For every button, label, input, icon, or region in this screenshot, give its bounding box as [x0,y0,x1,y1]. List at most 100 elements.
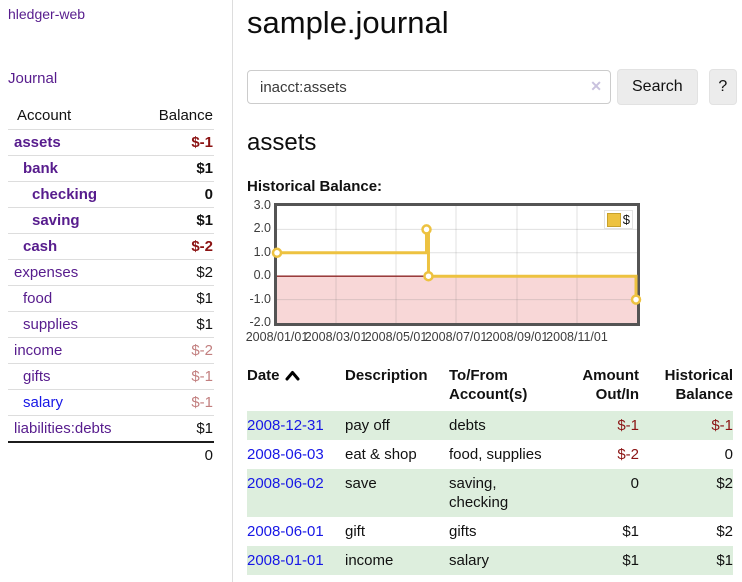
account-heading: assets [247,129,317,156]
transaction-accounts: saving, checking [449,475,509,511]
transaction-balance: $2 [716,475,733,492]
account-link[interactable]: income [14,342,63,359]
register-row: 2008-01-01 income salary $1 $1 [247,546,733,575]
account-row: saving $1 [8,207,214,234]
account-balance: $-2 [191,238,213,255]
app-brand-link[interactable]: hledger-web [8,6,86,22]
register-row: 2008-06-03 eat & shop food, supplies $-2… [247,440,733,469]
transaction-accounts: debts [449,417,486,434]
account-link[interactable]: checking [32,186,98,203]
account-link[interactable]: supplies [23,316,79,333]
register-row: 2008-12-31 pay off debts $-1 $-1 [247,411,733,440]
transaction-description: income [345,552,394,569]
register-row: 2008-06-01 gift gifts $1 $2 [247,517,733,546]
account-balance: $1 [196,160,213,177]
transaction-amount: $1 [622,523,639,540]
transaction-balance: $1 [716,552,733,569]
transaction-description: gift [345,523,366,540]
register-header-description: Description [345,367,428,384]
transaction-date-link[interactable]: 2008-06-02 [247,475,324,492]
y-axis-tick-label: 1.0 [253,244,271,259]
transaction-date-link[interactable]: 2008-06-01 [247,523,324,540]
account-balance: $2 [196,264,213,281]
transaction-balance: $-1 [711,417,733,434]
accounts-total-balance: 0 [204,447,213,464]
transaction-accounts: food, supplies [449,446,542,463]
transaction-balance: $2 [716,523,733,540]
x-axis-tick-label: 2008/07/01 [424,330,488,344]
y-axis-tick-label: -2.0 [249,315,271,329]
transaction-description: eat & shop [345,446,417,463]
account-row: cash $-2 [8,233,214,260]
account-link[interactable]: saving [32,212,80,229]
account-link[interactable]: food [23,290,53,307]
transaction-amount: $-2 [617,446,639,463]
account-row: assets $-1 [8,129,214,156]
search-help-button[interactable]: ? [708,69,737,105]
chart-title: Historical Balance: [247,178,383,195]
account-link[interactable]: assets [14,134,61,151]
x-axis-tick-label: 2008/01/01 [245,330,309,344]
account-row: gifts $-1 [8,363,214,390]
search-form: ✕ Search ? [247,69,737,105]
page-title: sample.journal [247,5,449,40]
register-table: Date Description To/From Account(s) Amou… [247,362,733,575]
accounts-table-header: Account Balance [8,102,214,130]
transaction-amount: $-1 [617,417,639,434]
register-header-accounts: To/From Account(s) [449,367,528,403]
account-link[interactable]: gifts [23,368,51,385]
y-axis-tick-label: 3.0 [253,198,271,212]
account-balance: $-1 [191,368,213,385]
register-header-row: Date Description To/From Account(s) Amou… [247,362,733,411]
transaction-date-link[interactable]: 2008-06-03 [247,446,324,463]
search-input[interactable] [247,70,611,104]
search-button[interactable]: Search [617,69,698,105]
transaction-description: save [345,475,377,492]
balance-chart: $ 3.0 2.0 1.0 0.0 -1.0 -2.0 2008/01/01 2008/03/… [246,198,737,345]
sidebar: hledger-web Journal Account Balance asse… [0,0,233,582]
y-axis-tick-label: 0.0 [253,268,271,283]
register-header-amount: Amount Out/In [582,367,639,403]
x-axis-tick-label: 2008/11/01 [546,330,608,344]
account-balance: $-2 [191,342,213,359]
transaction-date-link[interactable]: 2008-01-01 [247,552,324,569]
legend-series-label: $ [622,212,630,227]
x-axis-tick-label: 2008/09/01 [485,330,549,344]
account-link[interactable]: bank [23,160,59,177]
account-link[interactable]: expenses [14,264,79,281]
sidebar-item-journal[interactable]: Journal [8,70,58,87]
transaction-amount: $1 [622,552,639,569]
main-content: sample.journal ✕ Search ? assets Histori… [246,0,737,575]
chart-plot-area: $ [271,203,642,326]
account-balance: $1 [196,420,213,437]
clear-search-icon[interactable]: ✕ [590,78,602,94]
account-balance: $1 [196,212,213,229]
accounts-table: Account Balance assets $-1 bank $1 check… [8,102,214,468]
account-link[interactable]: liabilities:debts [14,420,112,437]
sort-asc-icon [285,371,300,381]
accounts-total-row: 0 [8,442,214,468]
register-header-date[interactable]: Date [247,362,345,411]
account-balance: $-1 [191,394,213,411]
y-axis-tick-label: 2.0 [253,221,271,236]
account-row: food $1 [8,285,214,312]
legend-swatch-icon [606,212,621,227]
account-link[interactable]: cash [23,238,58,255]
account-row: expenses $2 [8,259,214,286]
account-link[interactable]: salary [23,394,64,411]
account-balance: $1 [196,290,213,307]
account-row: liabilities:debts $1 [8,415,214,443]
account-balance: $-1 [191,134,213,151]
transaction-accounts: gifts [449,523,477,540]
account-balance: $1 [196,316,213,333]
accounts-header-balance: Balance [158,107,213,124]
account-balance: 0 [204,186,213,203]
account-row: checking 0 [8,181,214,208]
transaction-balance: 0 [724,446,733,463]
account-row: bank $1 [8,155,214,182]
transaction-date-link[interactable]: 2008-12-31 [247,417,324,434]
y-axis-tick-label: -1.0 [249,291,271,306]
transaction-amount: 0 [630,475,639,492]
transaction-accounts: salary [449,552,490,569]
accounts-header-account: Account [17,107,72,124]
